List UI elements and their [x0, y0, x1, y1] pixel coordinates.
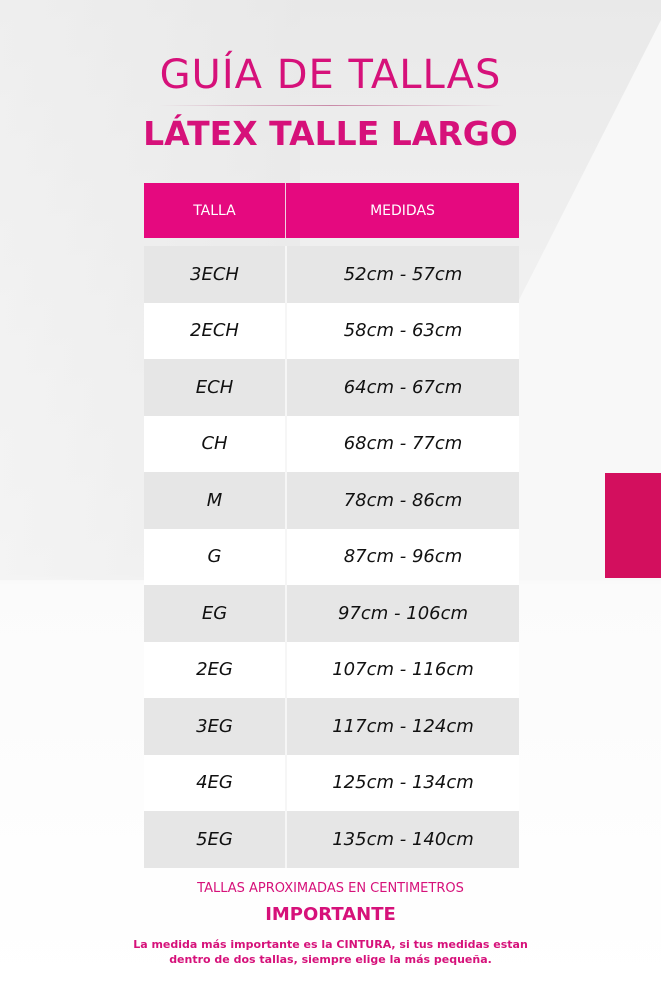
- table-row: 3EG 117cm - 124cm: [144, 698, 519, 755]
- size-cell: 2EG: [144, 641, 287, 698]
- table-body: 3ECH 52cm - 57cm 2ECH 58cm - 63cm ECH 64cm - …: [144, 246, 519, 868]
- measure-cell: 58cm - 63cm: [343, 320, 463, 342]
- table-row: G 87cm - 96cm: [144, 528, 519, 585]
- measure-cell: 117cm - 124cm: [332, 715, 474, 737]
- column-header-medidas: MEDIDAS: [370, 202, 435, 219]
- size-cell: 4EG: [144, 754, 287, 811]
- table-row: M 78cm - 86cm: [144, 472, 519, 529]
- page-title: GUÍA DE TALLAS: [159, 52, 502, 98]
- measure-cell: 87cm - 96cm: [343, 546, 463, 568]
- size-cell: CH: [144, 415, 287, 472]
- size-cell: 3ECH: [144, 246, 287, 303]
- table-row: 5EG 135cm - 140cm: [144, 811, 519, 868]
- measure-cell: 125cm - 134cm: [332, 772, 474, 794]
- size-cell: 2ECH: [144, 302, 287, 359]
- table-row: 2EG 107cm - 116cm: [144, 641, 519, 698]
- measure-cell: 135cm - 140cm: [332, 828, 474, 850]
- approx-note: TALLAS APROXIMADAS EN CENTIMETROS: [197, 881, 464, 896]
- decorative-pink-block: [605, 473, 661, 578]
- size-table: TALLA MEDIDAS 3ECH 52cm - 57cm 2ECH 58cm - …: [144, 183, 519, 868]
- important-text: La medida más importante es la CINTURA, …: [0, 937, 661, 967]
- measure-cell: 97cm - 106cm: [337, 602, 469, 624]
- column-header-talla: TALLA: [144, 183, 286, 238]
- measure-cell: 52cm - 57cm: [343, 263, 463, 285]
- size-cell: ECH: [144, 359, 287, 416]
- table-header: TALLA MEDIDAS: [144, 183, 519, 238]
- measure-cell: 64cm - 67cm: [343, 376, 463, 398]
- table-row: 3ECH 52cm - 57cm: [144, 246, 519, 303]
- size-cell: G: [144, 528, 287, 585]
- table-row: CH 68cm - 77cm: [144, 415, 519, 472]
- table-row: 4EG 125cm - 134cm: [144, 754, 519, 811]
- size-cell: EG: [144, 585, 287, 642]
- title-divider: [158, 105, 503, 106]
- important-text-line-2: dentro de dos tallas, siempre elige la m…: [169, 953, 492, 966]
- size-cell: M: [144, 472, 287, 529]
- table-row: 2ECH 58cm - 63cm: [144, 302, 519, 359]
- page-subtitle: LÁTEX TALLE LARGO: [143, 114, 518, 153]
- important-heading: IMPORTANTE: [265, 904, 396, 925]
- measure-cell: 107cm - 116cm: [332, 659, 474, 681]
- measure-cell: 78cm - 86cm: [343, 489, 463, 511]
- measure-cell: 68cm - 77cm: [343, 433, 463, 455]
- size-cell: 5EG: [144, 811, 287, 868]
- table-row: EG 97cm - 106cm: [144, 585, 519, 642]
- table-row: ECH 64cm - 67cm: [144, 359, 519, 416]
- size-cell: 3EG: [144, 698, 287, 755]
- important-text-line-1: La medida más importante es la CINTURA, …: [133, 938, 528, 951]
